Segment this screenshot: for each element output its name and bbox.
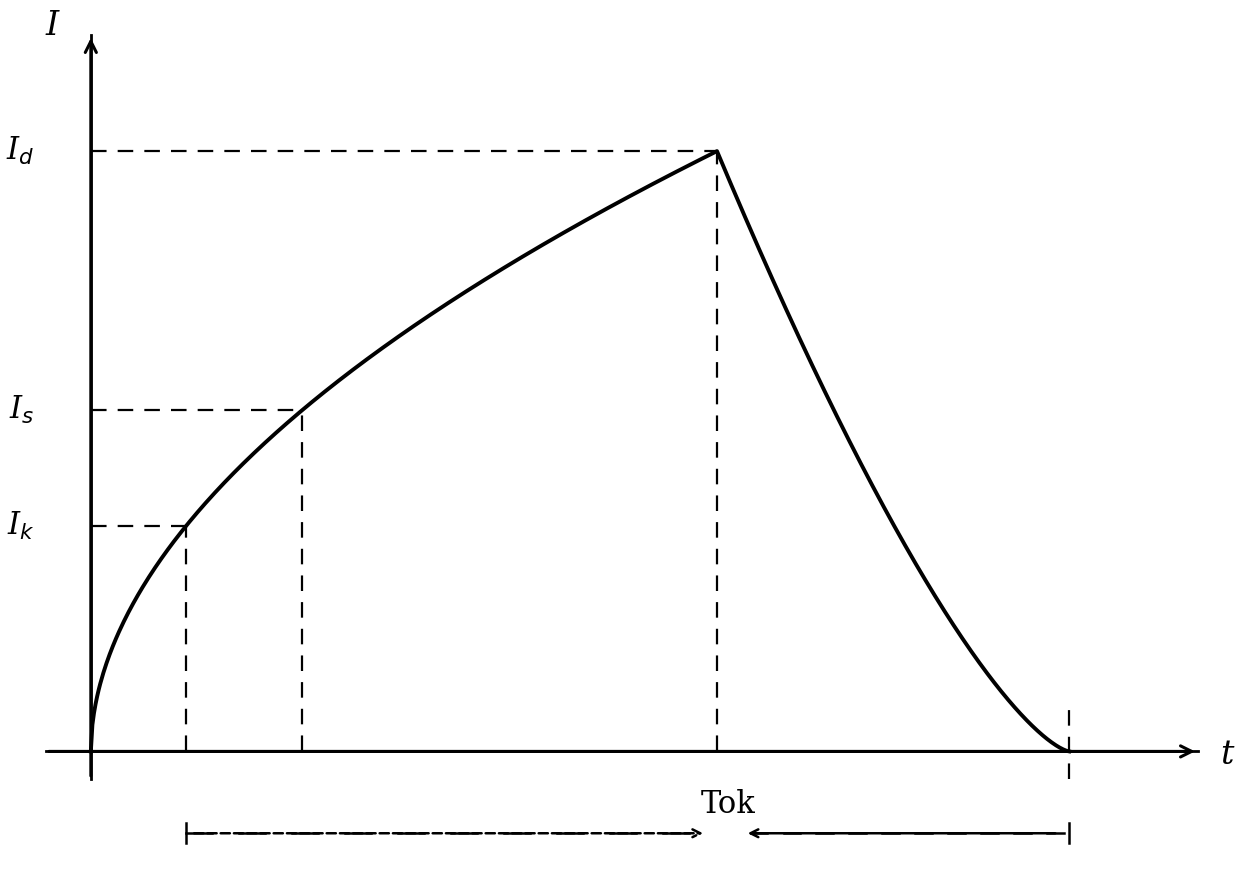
Text: I$_k$: I$_k$ [7,510,35,542]
Text: I$_s$: I$_s$ [10,394,35,426]
Text: I: I [45,10,58,42]
Text: I$_d$: I$_d$ [6,135,35,167]
Text: t: t [1220,739,1234,771]
Text: Tok: Tok [701,789,755,820]
